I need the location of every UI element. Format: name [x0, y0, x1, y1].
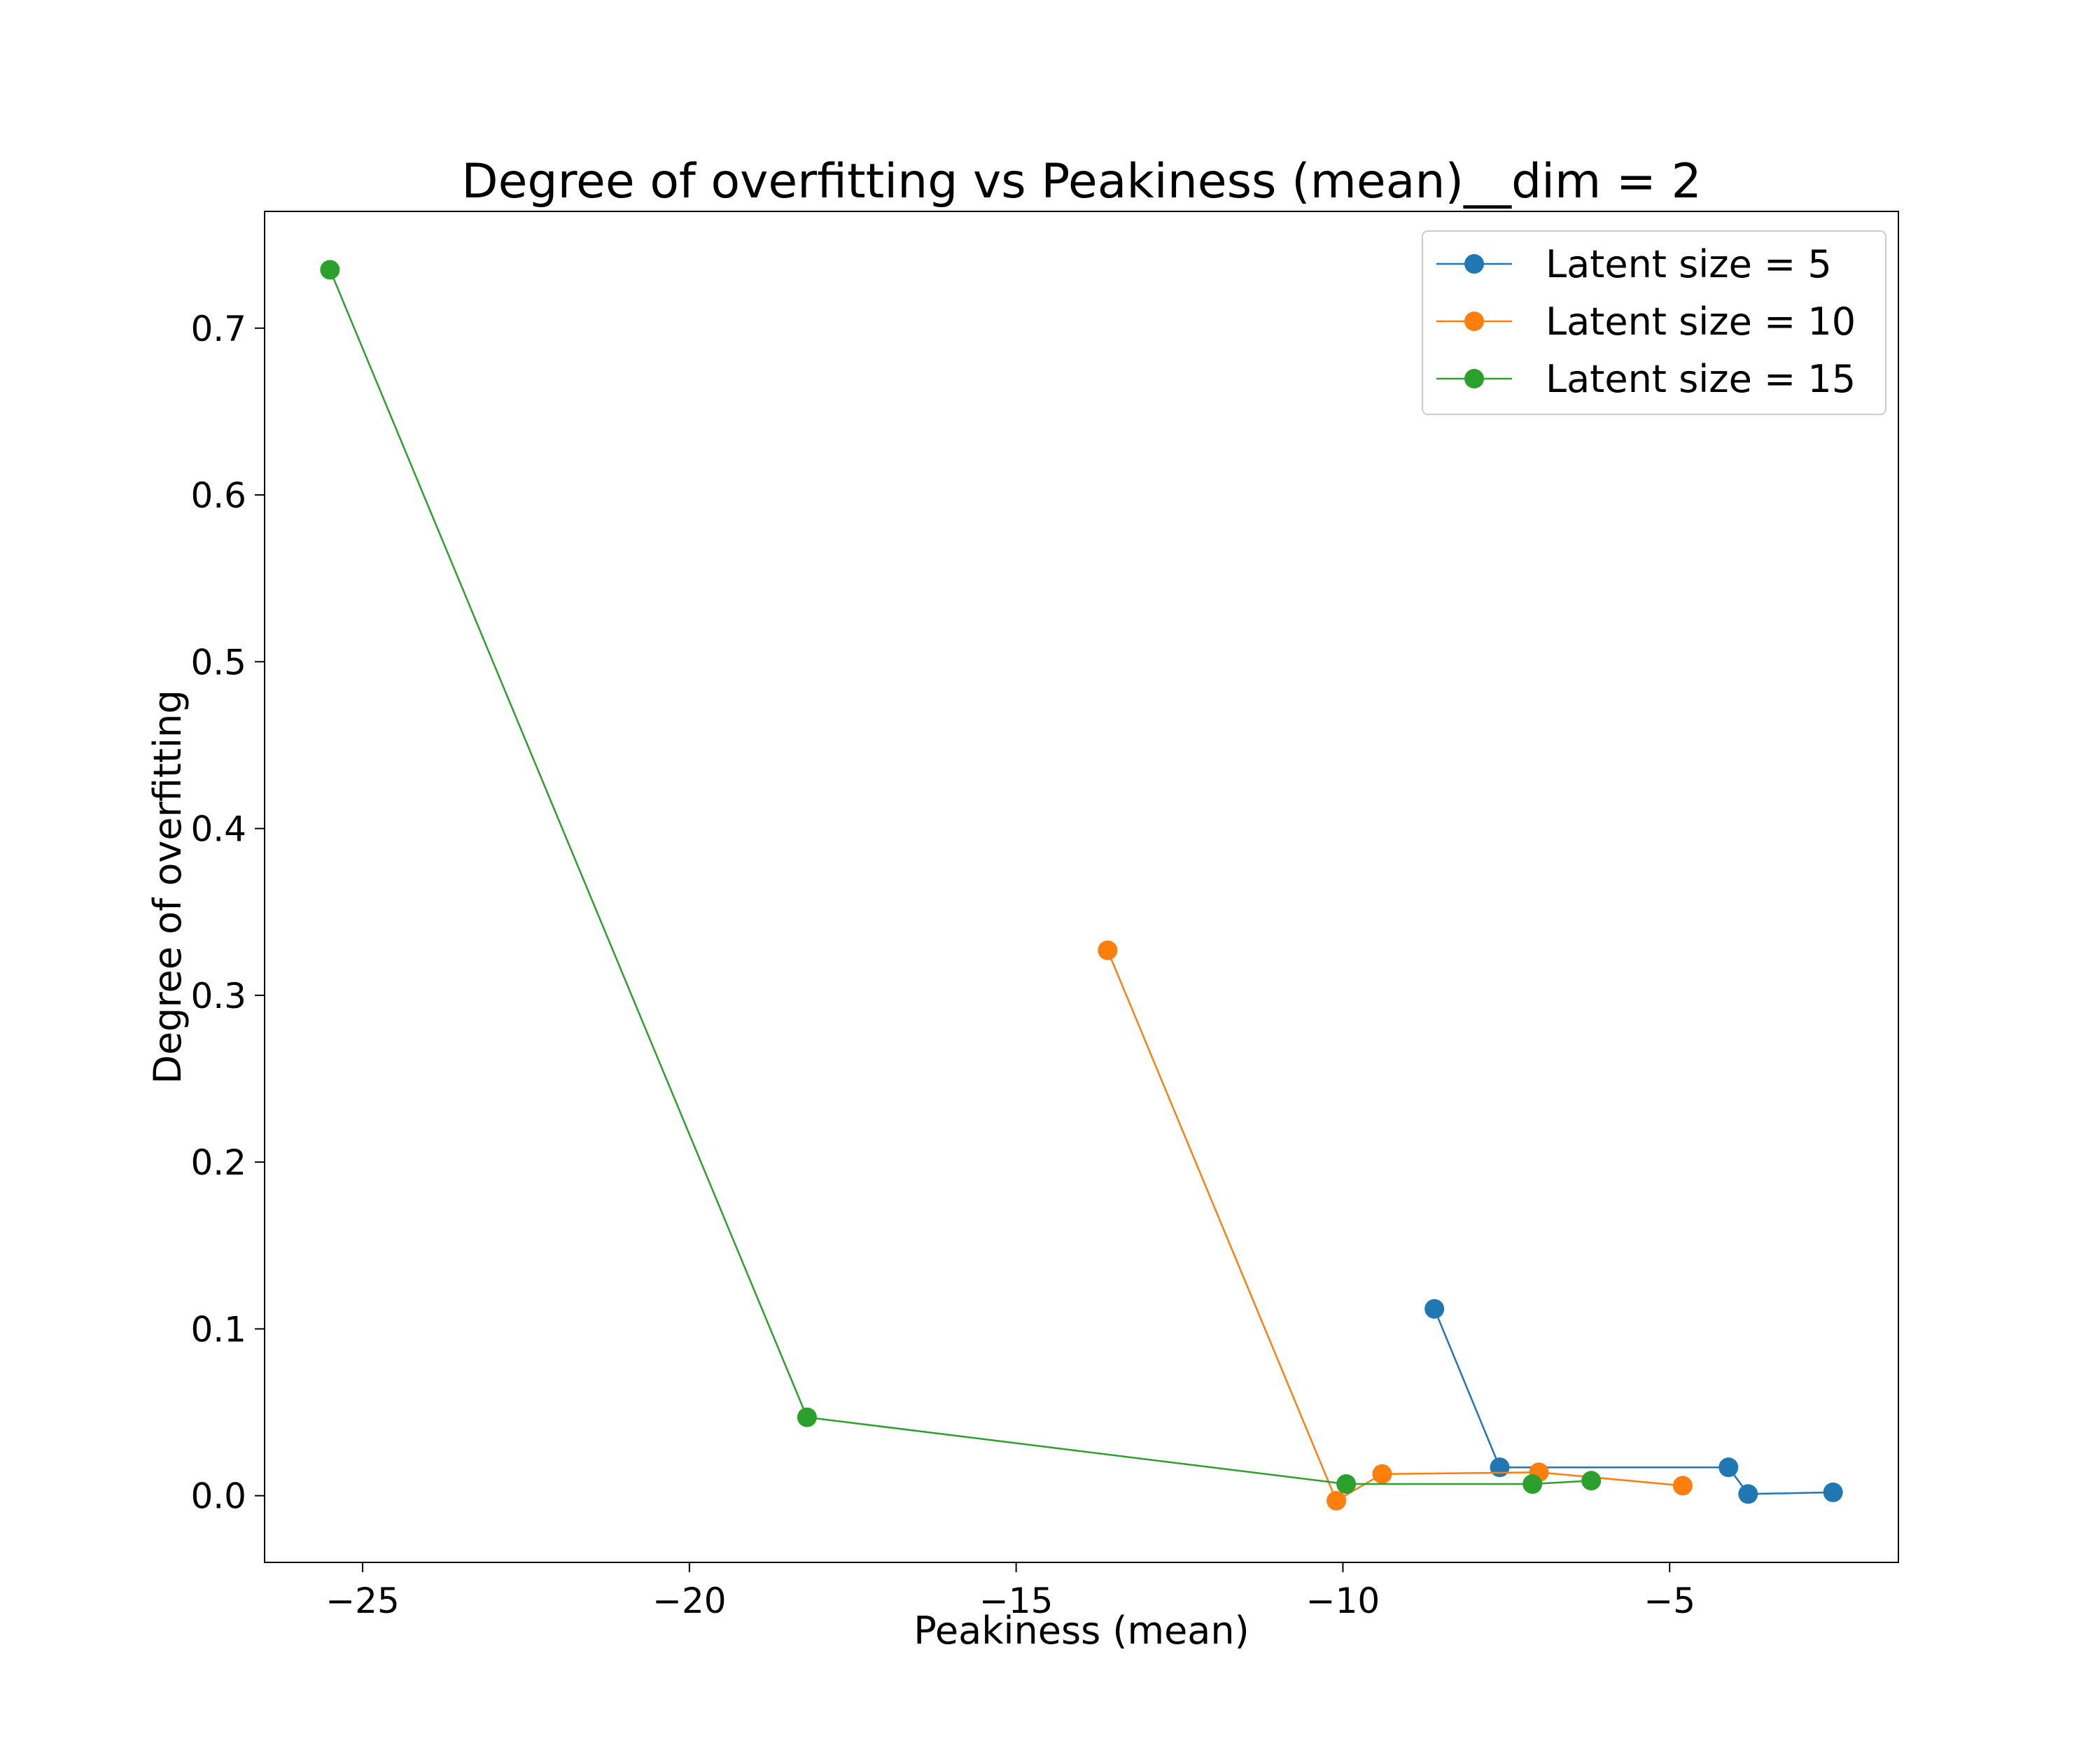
series-line-2	[1107, 950, 1684, 1502]
x-tick-label: −5	[1644, 1581, 1695, 1621]
y-axis: 0.0 0.1 0.2 0.3 0.4 0.5 0.6 0.7	[190, 309, 265, 1517]
legend-label: Latent size = 5	[1546, 242, 1832, 286]
axes-frame	[264, 211, 1899, 1563]
legend-marker	[1464, 254, 1484, 274]
legend-label: Latent size = 10	[1546, 300, 1856, 344]
data-point	[1522, 1474, 1543, 1494]
data-point	[1372, 1464, 1392, 1484]
data-point	[320, 260, 340, 280]
legend: Latent size = 5 Latent size = 10 Latent si…	[1422, 230, 1886, 415]
x-tick-label: −20	[652, 1581, 727, 1621]
plot-area	[320, 260, 1843, 1511]
data-point	[1672, 1476, 1693, 1496]
data-point	[1490, 1457, 1510, 1478]
data-point	[797, 1407, 817, 1427]
series-line-3	[329, 269, 1592, 1485]
y-tick-label: 0.6	[190, 475, 246, 516]
x-axis-label: Peakiness (mean)	[913, 1609, 1249, 1653]
y-axis-label: Degree of overfitting	[146, 690, 190, 1084]
y-tick-label: 0.5	[190, 642, 246, 682]
y-tick-label: 0.3	[190, 976, 246, 1016]
x-tick-label: −25	[326, 1581, 400, 1621]
data-point	[1738, 1484, 1758, 1504]
data-point	[1098, 940, 1118, 960]
y-tick-label: 0.2	[190, 1142, 246, 1183]
data-point	[1424, 1298, 1445, 1319]
y-tick-label: 0.0	[190, 1476, 246, 1517]
x-tick-label: −15	[979, 1581, 1054, 1621]
data-point	[1823, 1482, 1843, 1502]
data-point	[1336, 1474, 1357, 1494]
data-point	[1326, 1490, 1347, 1511]
legend-label: Latent size = 15	[1546, 357, 1856, 401]
data-point	[1718, 1457, 1739, 1478]
legend-box	[1422, 230, 1886, 415]
legend-marker	[1464, 369, 1484, 388]
data-point	[1581, 1471, 1602, 1491]
y-tick-label: 0.7	[190, 309, 246, 349]
legend-marker	[1464, 312, 1484, 331]
y-tick-label: 0.1	[190, 1309, 246, 1350]
x-axis: −25 −20 −15 −10 −5	[326, 1562, 1695, 1621]
x-tick-label: −10	[1306, 1581, 1380, 1621]
chart-title: Degree of overfitting vs Peakiness (mean…	[461, 154, 1702, 209]
y-tick-label: 0.4	[190, 809, 246, 850]
